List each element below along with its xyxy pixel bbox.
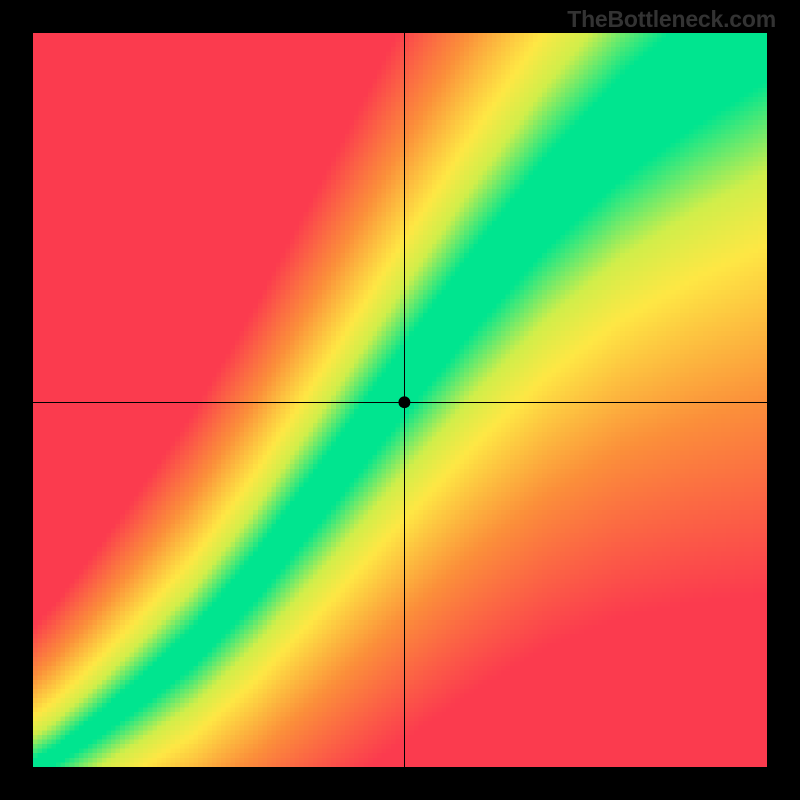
chart-container: TheBottleneck.com xyxy=(0,0,800,800)
watermark-text: TheBottleneck.com xyxy=(567,6,776,33)
bottleneck-overlay xyxy=(33,33,767,767)
